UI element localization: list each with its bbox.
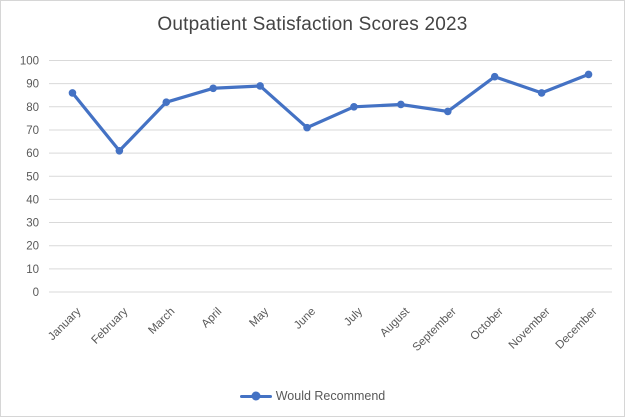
y-axis-tick-label: 10 <box>26 264 39 276</box>
legend-series-marker-icon <box>239 391 272 401</box>
y-axis-tick-label: 80 <box>26 102 39 114</box>
y-axis-tick-label: 100 <box>20 56 39 68</box>
data-point-marker <box>350 103 358 111</box>
series-line <box>70 72 591 153</box>
data-point-marker <box>537 89 546 97</box>
y-axis-tick-label: 90 <box>26 79 39 91</box>
data-point-marker <box>584 70 593 79</box>
x-axis-category-label: October <box>468 306 506 344</box>
legend-marker-dot-icon <box>251 391 261 401</box>
x-axis-category-label: April <box>200 306 225 331</box>
y-axis-tick-label: 0 <box>33 287 39 299</box>
y-axis-tick-label: 70 <box>26 125 39 137</box>
data-point-marker <box>162 98 171 106</box>
y-axis-tick-label: 20 <box>26 241 39 253</box>
y-axis-tick-label: 40 <box>26 194 39 206</box>
data-point-marker <box>397 100 405 109</box>
y-axis-tick-label: 30 <box>26 218 39 230</box>
x-axis-category-label: February <box>89 305 130 346</box>
data-point-marker <box>443 107 452 116</box>
x-axis-category-label: July <box>342 305 365 328</box>
data-point-marker <box>490 72 499 81</box>
x-axis-category-label: June <box>292 306 318 332</box>
data-point-marker <box>303 123 311 132</box>
legend: Would Recommend <box>1 389 624 403</box>
data-point-marker <box>256 82 264 90</box>
x-axis-category-label: May <box>247 305 271 329</box>
y-axis-tick-label: 60 <box>26 148 39 160</box>
x-axis-category-label: March <box>146 306 177 337</box>
data-point-marker <box>115 146 124 155</box>
x-axis-category-label: August <box>378 305 412 339</box>
x-axis-category-label: November <box>507 306 553 352</box>
x-axis-category-label: January <box>46 305 84 343</box>
x-axis-category-label: December <box>554 306 600 352</box>
legend-series-label: Would Recommend <box>275 389 386 403</box>
data-point-marker <box>209 84 218 93</box>
data-point-marker <box>68 89 77 97</box>
y-axis-tick-label: 50 <box>26 171 39 183</box>
chart-title: Outpatient Satisfaction Scores 2023 <box>157 14 468 35</box>
x-axis-category-label: September <box>411 306 459 354</box>
